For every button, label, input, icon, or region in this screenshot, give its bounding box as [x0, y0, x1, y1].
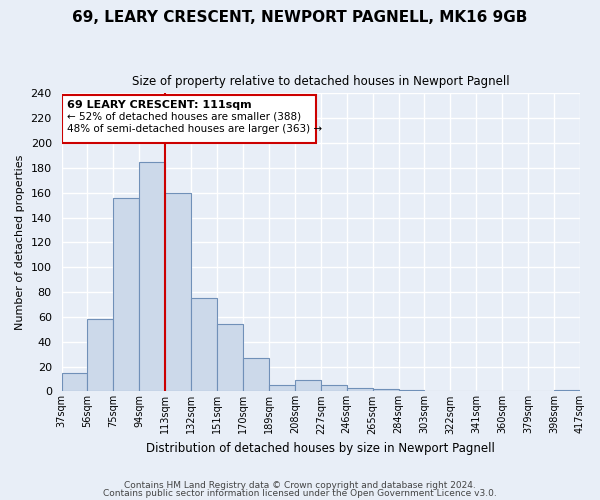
Bar	[165, 192, 191, 392]
Bar	[191, 298, 217, 392]
X-axis label: Distribution of detached houses by size in Newport Pagnell: Distribution of detached houses by size …	[146, 442, 495, 455]
Bar	[295, 380, 321, 392]
Text: 69, LEARY CRESCENT, NEWPORT PAGNELL, MK16 9GB: 69, LEARY CRESCENT, NEWPORT PAGNELL, MK1…	[73, 10, 527, 25]
Bar	[321, 385, 347, 392]
Bar	[62, 373, 88, 392]
Bar	[347, 388, 373, 392]
Bar	[269, 385, 295, 392]
Bar	[243, 358, 269, 392]
Title: Size of property relative to detached houses in Newport Pagnell: Size of property relative to detached ho…	[132, 75, 509, 88]
FancyBboxPatch shape	[62, 94, 316, 143]
Bar	[554, 390, 580, 392]
Text: 48% of semi-detached houses are larger (363) →: 48% of semi-detached houses are larger (…	[67, 124, 322, 134]
Text: Contains HM Land Registry data © Crown copyright and database right 2024.: Contains HM Land Registry data © Crown c…	[124, 481, 476, 490]
Bar	[139, 162, 165, 392]
Bar	[398, 390, 424, 392]
Text: ← 52% of detached houses are smaller (388): ← 52% of detached houses are smaller (38…	[67, 112, 301, 122]
Text: Contains public sector information licensed under the Open Government Licence v3: Contains public sector information licen…	[103, 488, 497, 498]
Bar	[217, 324, 243, 392]
Bar	[88, 320, 113, 392]
Bar	[373, 389, 398, 392]
Y-axis label: Number of detached properties: Number of detached properties	[15, 154, 25, 330]
Bar	[113, 198, 139, 392]
Text: 69 LEARY CRESCENT: 111sqm: 69 LEARY CRESCENT: 111sqm	[67, 100, 251, 110]
